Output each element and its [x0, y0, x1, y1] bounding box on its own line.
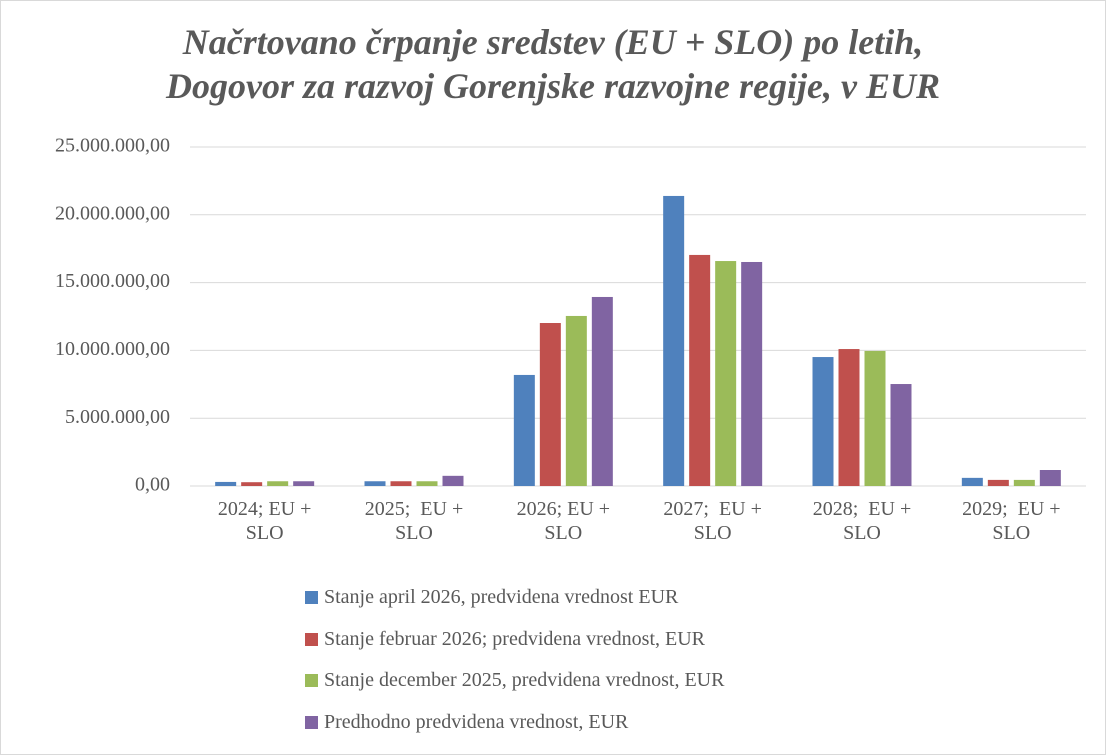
y-tick-label: 15.000.000,00 [55, 270, 170, 292]
bar [663, 195, 685, 486]
y-tick-label: 25.000.000,00 [55, 135, 170, 157]
x-tick-label: 2026; EU + SLO [516, 498, 616, 544]
y-tick-label: 5.000.000,00 [65, 406, 170, 428]
bar [565, 315, 587, 486]
bar [890, 384, 912, 486]
chart-title: Dogovor za razvoj Gorenjske razvojne reg… [166, 66, 940, 106]
bar [241, 482, 263, 486]
legend-label: Predhodno predvidena vrednost, EUR [324, 710, 629, 733]
bar [293, 481, 315, 486]
legend-entry: Stanje april 2026, predvidena vrednost E… [305, 585, 678, 609]
x-tick-label: 2028; EU + SLO [812, 498, 917, 544]
legend-entry: Stanje februar 2026; predvidena vrednost… [305, 627, 705, 651]
bar [812, 357, 834, 486]
y-tick-label: 0,00 [135, 474, 170, 496]
bar [1039, 469, 1061, 486]
y-tick-label: 20.000.000,00 [55, 202, 170, 224]
bar [961, 477, 983, 486]
bar [838, 349, 860, 486]
bar [416, 481, 438, 486]
legend-label: Stanje december 2025, predvidena vrednos… [324, 669, 725, 691]
bar [715, 261, 737, 486]
legend-swatch [305, 715, 318, 729]
bar [364, 481, 386, 486]
bar [864, 350, 886, 486]
legend-swatch [305, 632, 318, 646]
legend-entry: Stanje december 2025, predvidena vrednos… [305, 668, 724, 692]
x-tick-label: 2029; EU + SLO [962, 498, 1066, 544]
bar [215, 481, 237, 486]
legend-label: Stanje februar 2026; predvidena vrednost… [324, 627, 706, 650]
bar [987, 479, 1009, 486]
y-tick-label: 10.000.000,00 [55, 338, 170, 360]
legend-entry: Predhodno predvidena vrednost, EUR [305, 710, 628, 734]
bar [390, 481, 412, 486]
bar [591, 296, 613, 486]
x-tick-label: 2027; EU + SLO [663, 498, 767, 544]
x-tick-label: 2024; EU + SLO [217, 498, 317, 544]
legend-swatch [305, 674, 318, 687]
bar [689, 254, 711, 486]
bar [539, 323, 561, 486]
bar [741, 261, 763, 486]
x-tick-label: 2025; EU + SLO [364, 498, 469, 544]
bar [1013, 479, 1035, 486]
legend-label: Stanje april 2026, predvidena vrednost E… [324, 586, 679, 608]
chart-title: Načrtovano črpanje sredstev (EU + SLO) p… [182, 22, 924, 62]
legend-swatch [305, 591, 318, 604]
bar [267, 481, 289, 486]
bar [513, 374, 535, 486]
bar [442, 475, 464, 486]
